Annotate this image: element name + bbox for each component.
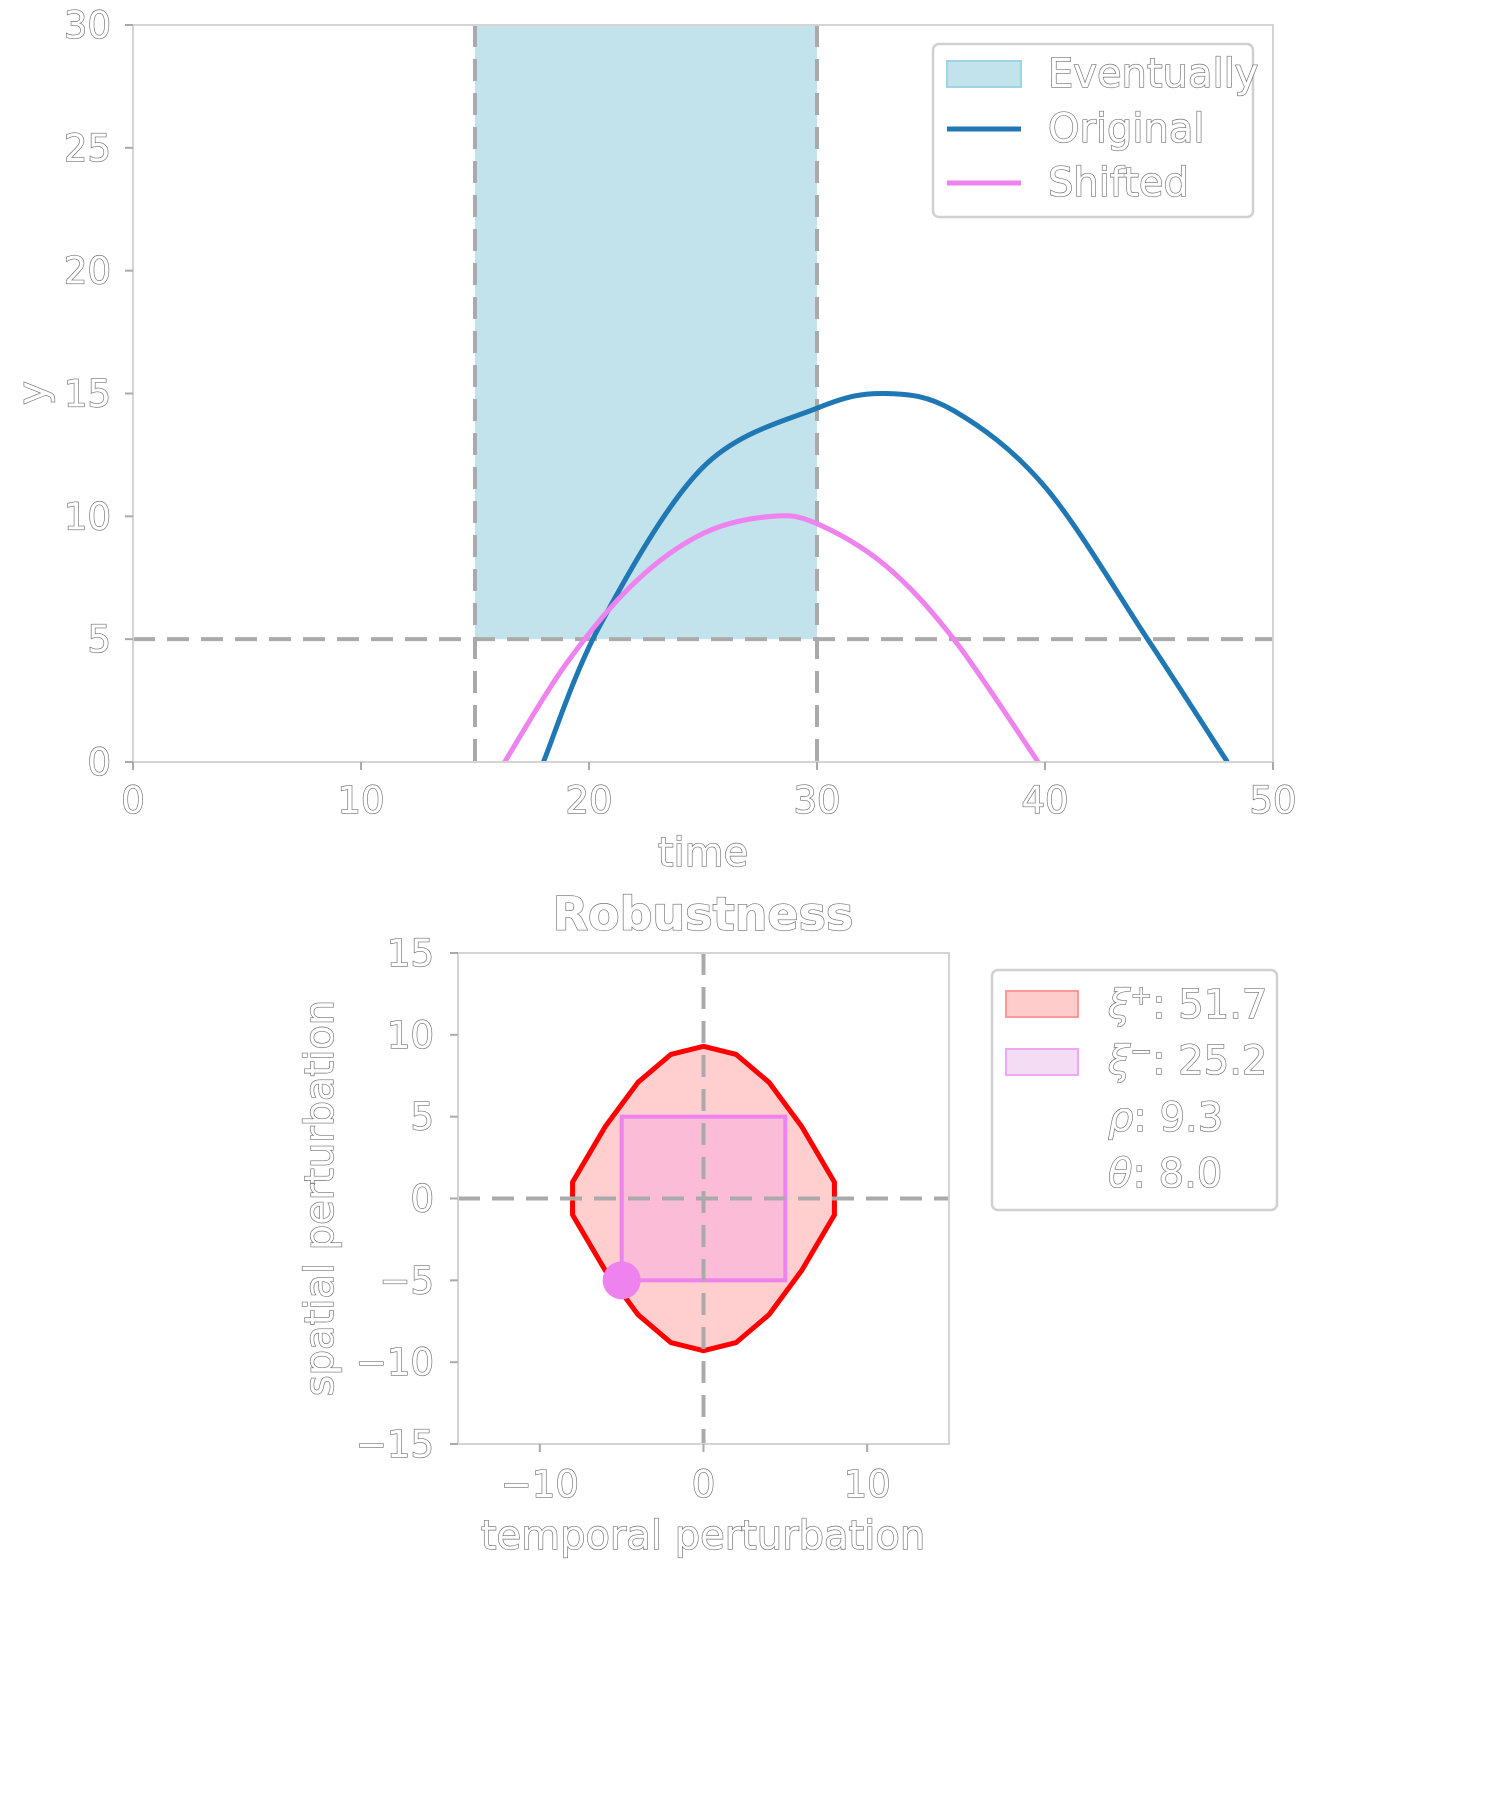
y-tick-label: 15: [387, 932, 434, 975]
y-tick-label: 5: [410, 1096, 434, 1139]
shifted-series-line: [502, 513, 1041, 764]
y-tick-label: 10: [64, 495, 111, 538]
y-tick-label: 0: [87, 741, 111, 784]
eventually-region: [475, 25, 817, 640]
x-axis-ticks-robustness: −10 0 10: [500, 1444, 891, 1507]
legend-xi-minus-swatch: [1005, 1048, 1079, 1076]
x-axis-label: time: [658, 830, 748, 876]
legend-rho-label: ρ: 9.3: [1108, 1095, 1223, 1141]
y-tick-label: 15: [64, 373, 111, 416]
legend-xi-minus-label: ξ−: 25.2: [1107, 1037, 1267, 1084]
y-axis-ticks-robustness: −15 −10 −5 0 5 10 15: [355, 931, 458, 1467]
y-tick-label: 20: [64, 250, 111, 293]
y-tick-label: 25: [64, 127, 111, 170]
y-tick-label: 10: [387, 1014, 434, 1057]
legend-eventually-label: Eventually: [1048, 51, 1258, 97]
y-tick-label: −5: [379, 1259, 434, 1302]
x-tick-label: −10: [501, 1463, 579, 1506]
y-axis-label: y: [10, 381, 56, 405]
x-tick-label: 50: [1249, 779, 1296, 822]
robustness-chart: Robustness −10 0 10 −15 −10 −5 0 5 10 15 tempora…: [296, 886, 1279, 1560]
y-axis-ticks: 0 5 10 15 20 25 30: [63, 3, 133, 785]
legend-eventually-swatch: [946, 60, 1022, 88]
x-tick-label: 0: [692, 1463, 716, 1506]
worst-case-marker: [602, 1261, 641, 1300]
x-tick-label: 10: [844, 1463, 891, 1506]
y-tick-label: 30: [64, 4, 111, 47]
time-series-chart: 0 10 20 30 40 50 0 5 10 15 20 25 30 time y Eventual…: [9, 3, 1297, 876]
y-tick-label: 0: [410, 1178, 434, 1221]
legend-box-robustness: [990, 968, 1279, 1212]
x-tick-label: 30: [793, 779, 840, 822]
y-axis-label-robustness: spatial perturbation: [297, 1000, 343, 1396]
legend-xi-plus-swatch: [1005, 990, 1079, 1018]
legend-shifted-label: Shifted: [1048, 160, 1189, 206]
y-tick-label: 5: [87, 618, 111, 661]
legend-xi-plus-label: ξ+: 51.7: [1107, 981, 1267, 1028]
x-axis-label-robustness: temporal perturbation: [481, 1513, 925, 1559]
x-tick-label: 40: [1021, 779, 1068, 822]
top-legend: Eventually Original Shifted: [931, 42, 1259, 219]
y-tick-label: −15: [356, 1423, 434, 1466]
x-tick-label: 0: [121, 779, 145, 822]
x-tick-label: 20: [565, 779, 612, 822]
legend-theta-label: θ: 8.0: [1108, 1151, 1222, 1197]
x-tick-label: 10: [337, 779, 384, 822]
legend-original-label: Original: [1048, 106, 1205, 152]
robustness-legend: ξ+: 51.7 ξ−: 25.2 ρ: 9.3 θ: 8.0: [990, 968, 1279, 1212]
x-axis-ticks: 0 10 20 30 40 50: [121, 762, 1297, 823]
chart-title: Robustness: [553, 887, 854, 941]
original-series-line: [541, 390, 1230, 764]
y-tick-label: −10: [356, 1341, 434, 1384]
